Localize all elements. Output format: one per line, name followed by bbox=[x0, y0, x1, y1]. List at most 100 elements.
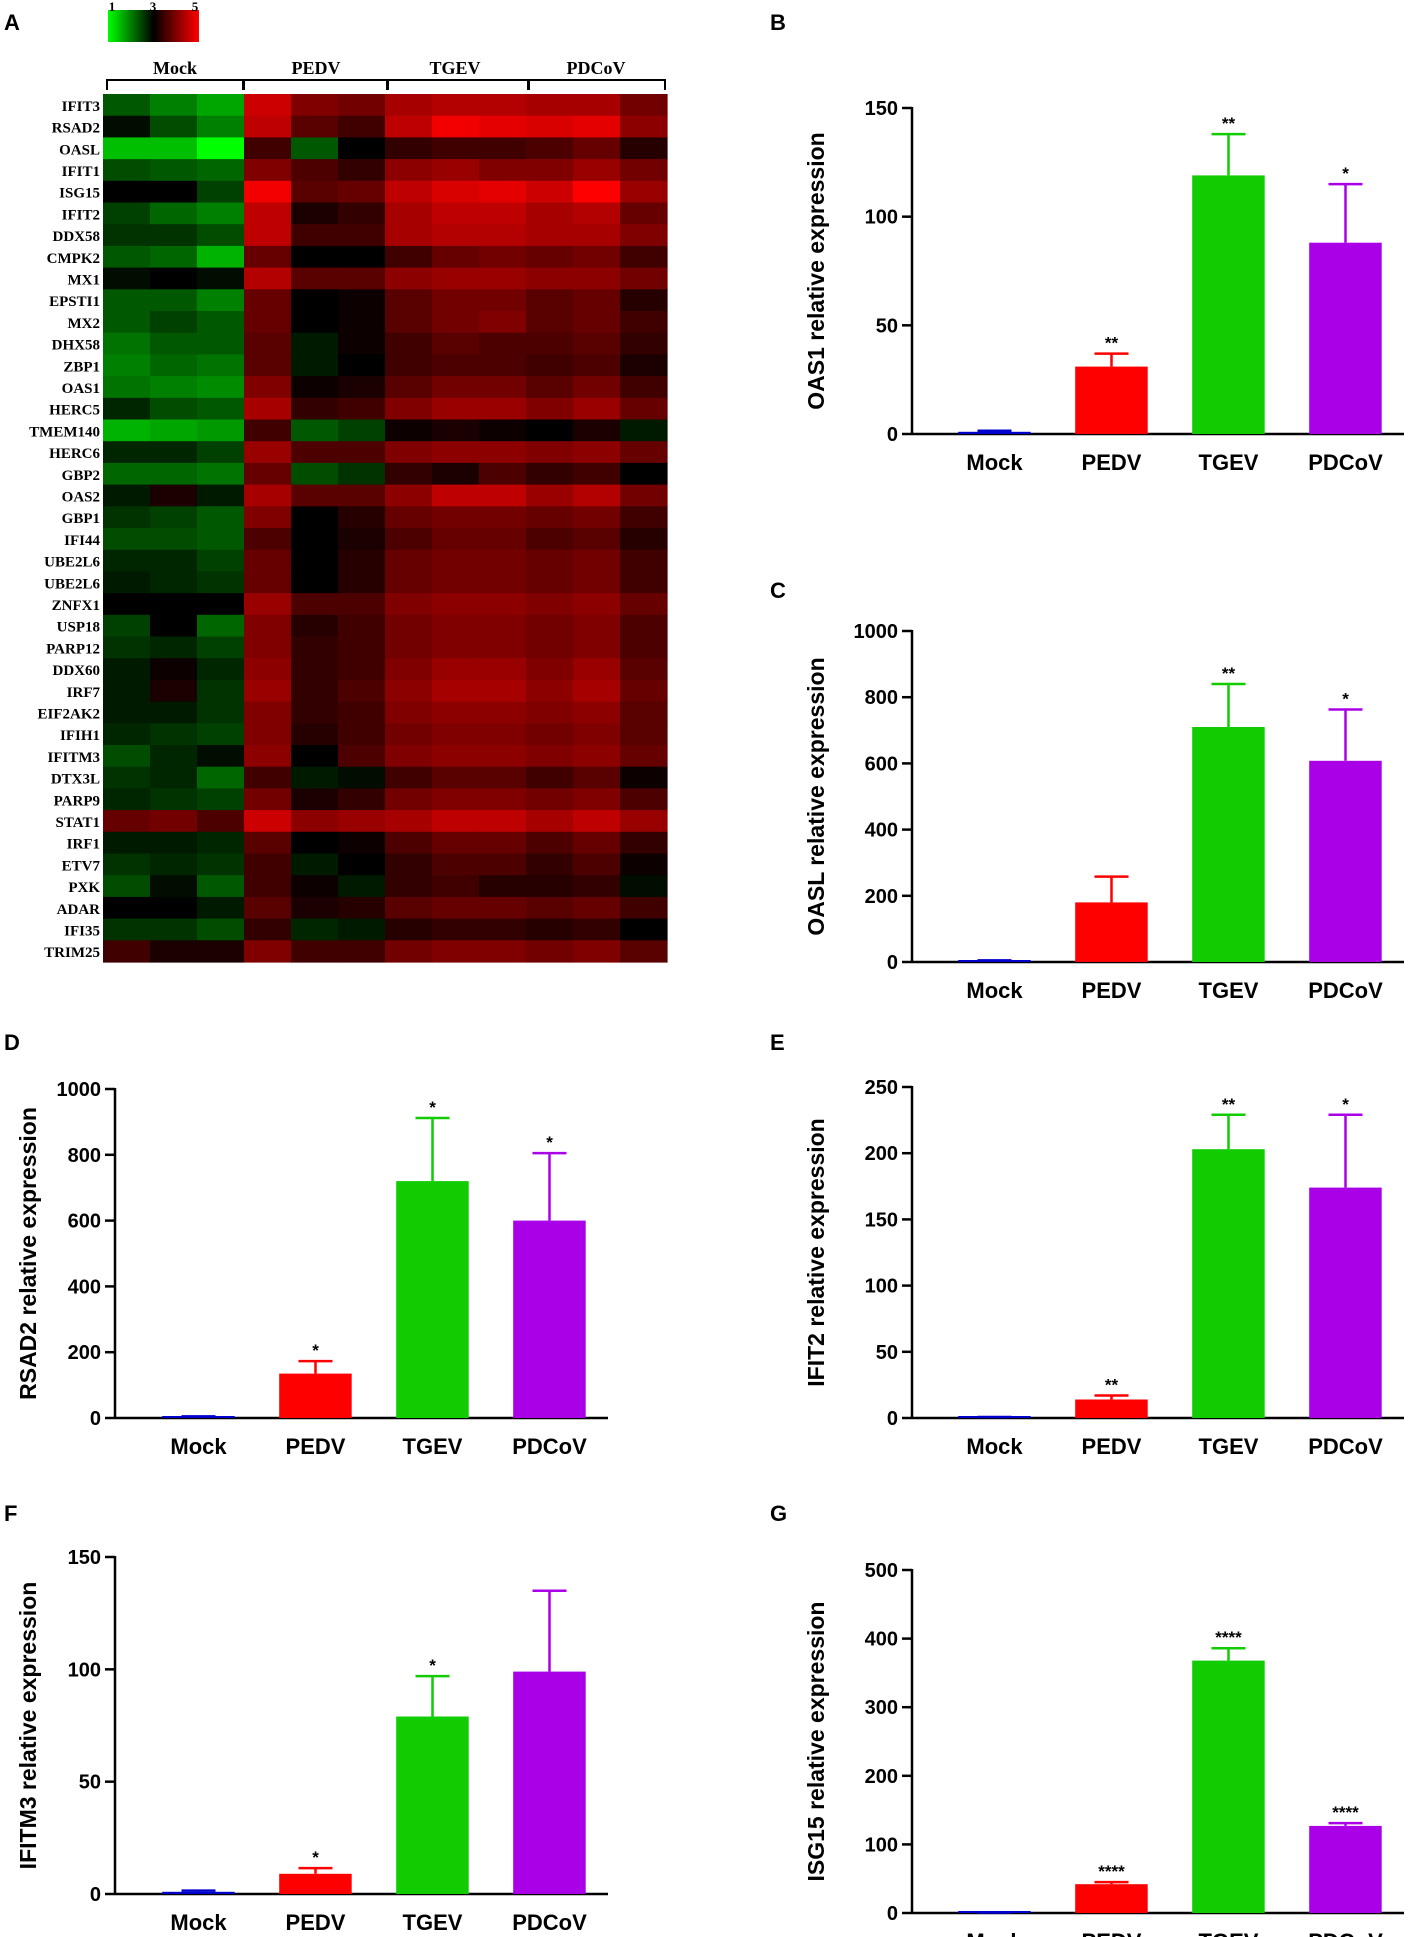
heatmap-cell bbox=[432, 289, 480, 312]
heatmap-cell bbox=[291, 94, 339, 117]
heatmap-cell bbox=[338, 853, 386, 876]
heatmap-cell bbox=[479, 354, 527, 377]
gene-label: DDX58 bbox=[53, 229, 101, 245]
heatmap-cell bbox=[620, 593, 668, 616]
gene-label: OASL bbox=[59, 142, 100, 158]
gene-label: DDX60 bbox=[53, 663, 101, 679]
heatmap-cell bbox=[432, 831, 480, 855]
heatmap-cell bbox=[526, 853, 574, 876]
y-tick-label: 0 bbox=[887, 424, 898, 446]
heatmap-cell bbox=[197, 788, 245, 811]
y-tick-label: 200 bbox=[865, 1143, 898, 1165]
panel-label: F bbox=[4, 1501, 17, 1526]
heatmap-cell bbox=[573, 571, 621, 594]
heatmap-cell bbox=[244, 636, 292, 659]
heatmap-cell bbox=[150, 788, 198, 811]
heatmap-cell bbox=[526, 224, 574, 247]
heatmap-cell bbox=[479, 679, 527, 703]
heatmap-cell bbox=[103, 332, 151, 355]
heatmap-cell bbox=[526, 701, 574, 724]
heatmap-cell bbox=[291, 267, 339, 290]
y-tick-label: 300 bbox=[865, 1697, 898, 1719]
bar bbox=[1192, 1149, 1265, 1418]
heatmap-cell bbox=[197, 159, 245, 182]
gene-label: UBE2L6 bbox=[44, 555, 100, 571]
heatmap-cell bbox=[526, 614, 574, 638]
gene-label: PXK bbox=[68, 880, 100, 896]
heatmap-cell bbox=[150, 94, 198, 117]
heatmap-cell bbox=[244, 745, 292, 768]
heatmap-cell bbox=[573, 658, 621, 681]
category-label: PEDV bbox=[1082, 1929, 1142, 1937]
heatmap-cell bbox=[244, 267, 292, 290]
heatmap-cell bbox=[432, 506, 480, 529]
heatmap-cell bbox=[526, 679, 574, 703]
heatmap-cell bbox=[244, 549, 292, 572]
heatmap-cell bbox=[244, 202, 292, 225]
y-tick-label: 200 bbox=[865, 1766, 898, 1788]
heatmap-cell bbox=[620, 766, 668, 789]
heatmap-cell bbox=[526, 245, 574, 269]
heatmap-cell bbox=[291, 549, 339, 572]
heatmap-cell bbox=[385, 462, 433, 486]
category-label: PDCoV bbox=[512, 1434, 587, 1459]
heatmap-cell bbox=[291, 397, 339, 421]
heatmap-cell bbox=[244, 528, 292, 551]
heatmap-cell bbox=[150, 332, 198, 355]
significance-label: * bbox=[312, 1848, 319, 1867]
heatmap-cell bbox=[150, 593, 198, 616]
heatmap-cell bbox=[103, 419, 151, 442]
heatmap-cell bbox=[479, 115, 527, 138]
heatmap-cell bbox=[197, 875, 245, 898]
heatmap-cell bbox=[479, 289, 527, 312]
heatmap-cell bbox=[573, 484, 621, 507]
heatmap-cell bbox=[432, 332, 480, 355]
heatmap-cell bbox=[197, 506, 245, 529]
heatmap-cell bbox=[385, 940, 433, 963]
heatmap-cell bbox=[197, 137, 245, 160]
category-label: Mock bbox=[170, 1910, 227, 1935]
gene-label: ZNFX1 bbox=[52, 598, 100, 614]
category-label: PDCoV bbox=[1308, 450, 1383, 475]
heatmap-cell bbox=[479, 940, 527, 963]
heatmap-cell bbox=[197, 267, 245, 290]
heatmap-cell bbox=[620, 484, 668, 507]
heatmap-cell bbox=[385, 528, 433, 551]
gene-label: TMEM140 bbox=[29, 424, 100, 440]
heatmap-cell bbox=[338, 397, 386, 421]
category-label: PEDV bbox=[1082, 1434, 1142, 1459]
heatmap-cell bbox=[103, 506, 151, 529]
bar-chart-d: D 0 200 400 600 800 1000 RSAD2 relative express… bbox=[4, 1030, 608, 1459]
heatmap-cell bbox=[479, 875, 527, 898]
heatmap-cell bbox=[291, 896, 339, 920]
y-tick-label: 200 bbox=[865, 886, 898, 908]
heatmap-cell bbox=[150, 571, 198, 594]
heatmap-cell bbox=[479, 723, 527, 746]
heatmap-cell bbox=[103, 397, 151, 421]
heatmap-cell bbox=[432, 896, 480, 920]
heatmap-cell bbox=[150, 875, 198, 898]
gene-label: HERC6 bbox=[49, 446, 100, 462]
heatmap-cell bbox=[197, 462, 245, 486]
gene-label: IRF7 bbox=[67, 685, 101, 701]
gene-label: GBP1 bbox=[62, 511, 100, 527]
heatmap-cell bbox=[150, 766, 198, 789]
bar bbox=[162, 1891, 235, 1894]
heatmap-cell bbox=[197, 115, 245, 138]
heatmap-cell bbox=[244, 679, 292, 703]
heatmap-cell bbox=[620, 245, 668, 269]
heatmap-cell bbox=[573, 311, 621, 334]
heatmap-cell bbox=[103, 940, 151, 963]
heatmap-cell bbox=[479, 549, 527, 572]
heatmap-cell bbox=[291, 180, 339, 204]
heatmap-panel: A 1 3 5 Mock PEDV TGEV PDCoV IFIT3 RSAD2 O… bbox=[4, 0, 668, 963]
heatmap-cell bbox=[244, 571, 292, 594]
bar bbox=[1309, 760, 1382, 962]
heatmap-cell bbox=[338, 484, 386, 507]
heatmap-cell bbox=[432, 484, 480, 507]
bar bbox=[1075, 1399, 1148, 1418]
y-tick-label: 150 bbox=[865, 1209, 898, 1231]
heatmap-cell bbox=[197, 896, 245, 920]
y-tick-label: 200 bbox=[68, 1342, 101, 1364]
